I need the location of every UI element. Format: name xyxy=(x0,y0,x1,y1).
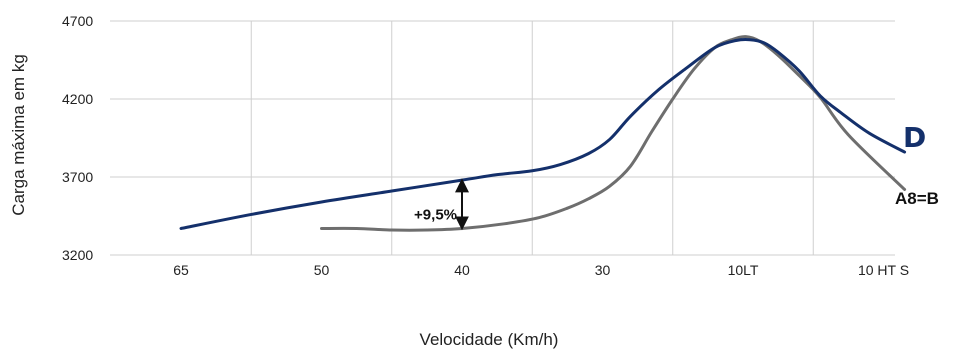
y-tick-1: 3700 xyxy=(62,169,93,185)
x-tick-0: 65 xyxy=(173,262,189,278)
y-tick-0: 3200 xyxy=(62,247,93,263)
x-axis-ticks: 65 50 40 30 10LT 10 HT S xyxy=(173,262,909,278)
x-tick-3: 30 xyxy=(595,262,611,278)
annotation: +9,5% xyxy=(414,178,469,231)
series-label-a8b: A8=B xyxy=(895,189,939,208)
x-tick-1: 50 xyxy=(314,262,330,278)
grid-lines xyxy=(110,20,895,256)
x-tick-4: 10LT xyxy=(728,262,759,278)
series-line-d xyxy=(179,37,907,230)
y-tick-2: 4200 xyxy=(62,91,93,107)
series-line-a8b xyxy=(320,35,907,232)
series-lines xyxy=(179,35,907,232)
x-tick-5: 10 HT S xyxy=(858,262,909,278)
y-axis-title: Carga máxima em kg xyxy=(9,54,28,216)
y-axis-ticks: 3200 3700 4200 4700 xyxy=(62,13,93,263)
x-axis-title: Velocidade (Km/h) xyxy=(420,330,559,349)
x-tick-2: 40 xyxy=(454,262,470,278)
annotation-label: +9,5% xyxy=(414,206,457,223)
y-tick-3: 4700 xyxy=(62,13,93,29)
series-label-d: D xyxy=(903,121,926,154)
